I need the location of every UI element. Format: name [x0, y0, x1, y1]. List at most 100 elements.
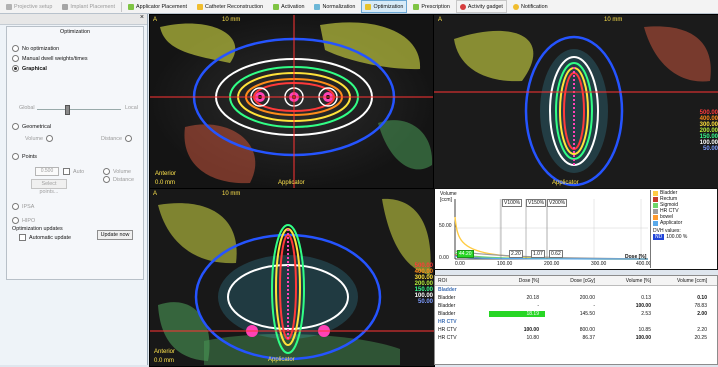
- update-now-button[interactable]: Update now: [97, 230, 133, 240]
- radio-icon[interactable]: [12, 203, 19, 210]
- global-local-slider[interactable]: [37, 109, 121, 110]
- toolbar-normalization-label: Normalization: [322, 3, 356, 10]
- toolbar-prescription[interactable]: Prescription: [409, 0, 453, 13]
- toolbar-implant-placement-label: Implant Placement: [70, 3, 116, 10]
- gadget-icon: [459, 3, 466, 10]
- radio-icon[interactable]: [12, 45, 19, 52]
- applicator-label: Applicator: [552, 180, 579, 186]
- legend-rectum-label: Rectum: [660, 196, 678, 202]
- isodose-150: 150.00: [699, 134, 718, 140]
- toolbar-prescription-label: Prescription: [421, 3, 450, 10]
- ct-sagittal-top-right: [434, 15, 718, 189]
- isodose-500: 500.00: [699, 110, 718, 116]
- dvh-x-tick-400: 400.00: [636, 261, 652, 267]
- no-optimization-option[interactable]: No optimization: [12, 45, 59, 52]
- volume-percent-cell: 2.53: [641, 311, 651, 317]
- table-row[interactable]: Bladder 20.18 200.00 0.13 0.10: [435, 294, 717, 302]
- toolbar-applicator-placement[interactable]: Applicator Placement: [124, 0, 191, 13]
- hipo-option[interactable]: HIPO: [12, 217, 35, 224]
- toolbar-notification[interactable]: Notification: [509, 0, 552, 13]
- anterior-label: Anterior: [155, 171, 177, 177]
- isodose-100: 100.00: [414, 293, 433, 299]
- applicator-label: Applicator: [278, 180, 305, 186]
- toolbar-optimization-label: Optimization: [373, 3, 404, 10]
- volume2-option[interactable]: Volume: [103, 168, 131, 175]
- distance2-option[interactable]: Distance: [103, 176, 134, 183]
- toolbar-normalization[interactable]: Normalization: [310, 0, 359, 13]
- radio-icon[interactable]: [12, 153, 19, 160]
- checkbox-icon[interactable]: [63, 168, 70, 175]
- applicator-icon: [128, 3, 135, 10]
- column-dose-cgy[interactable]: Dose [cGy]: [570, 277, 595, 284]
- column-roi[interactable]: ROI: [438, 277, 447, 284]
- points-label: Points: [22, 153, 37, 160]
- view-bottom-left[interactable]: A 10 mm Anterior 0.0 mm Applicator 500.0…: [149, 188, 435, 367]
- volume-ccm-cell: 0.10: [697, 295, 707, 301]
- table-row[interactable]: Bladder 18.19 145.50 2.53 2.00: [435, 310, 717, 318]
- legend-bladder-label: Bladder: [660, 190, 678, 196]
- dvh-marker-v100: V100%: [502, 199, 523, 207]
- toolbar-activation[interactable]: Activation: [269, 0, 308, 13]
- distance-option[interactable]: Distance: [101, 135, 132, 142]
- view-top-left[interactable]: A 10 mm Anterior 0.0 mm Applicator: [149, 14, 435, 190]
- toolbar-optimization[interactable]: Optimization: [361, 0, 408, 13]
- dose-field[interactable]: 0.500: [35, 167, 59, 176]
- dvh-y-tick-0: 0.00: [439, 255, 449, 261]
- table-row[interactable]: HR CTV 10.80 86.37 100.00 20.25: [435, 334, 717, 342]
- manual-dwell-option[interactable]: Manual dwell weights/times: [12, 55, 88, 62]
- ipsa-option[interactable]: IPSA: [12, 203, 34, 210]
- table-row[interactable]: HR CTV: [435, 318, 717, 326]
- column-volume-percent[interactable]: Volume [%]: [625, 277, 651, 284]
- radio-icon[interactable]: [12, 55, 19, 62]
- dvh-x-tick-200: 200.00: [544, 261, 560, 267]
- nd-row: ND 100.00 %: [651, 234, 717, 240]
- toolbar-catheter-reconstruction[interactable]: Catheter Reconstruction: [193, 0, 267, 13]
- checkbox-icon[interactable]: [19, 234, 26, 241]
- graphical-option[interactable]: Graphical: [12, 65, 47, 72]
- table-row[interactable]: HR CTV 100.00 800.00 10.85 2.20: [435, 326, 717, 334]
- dvh-legend: Bladder Rectum Sigmoid HR CTV bowel Appl…: [650, 190, 717, 268]
- distance-label: 0.0 mm: [155, 180, 176, 186]
- radio-icon[interactable]: [103, 176, 110, 183]
- roi-cell: Bladder: [438, 287, 457, 293]
- automatic-update-option[interactable]: Automatic update: [19, 234, 71, 241]
- table-row[interactable]: Bladder: [435, 286, 717, 294]
- radio-icon[interactable]: [12, 123, 19, 130]
- isodose-200: 200.00: [699, 128, 718, 134]
- isodose-200: 200.00: [414, 281, 433, 287]
- radio-icon[interactable]: [124, 135, 132, 142]
- select-points-button[interactable]: Select points...: [31, 179, 67, 195]
- slider-thumb[interactable]: [65, 105, 70, 115]
- toolbar-implant-placement[interactable]: Implant Placement: [58, 0, 119, 13]
- roi-cell: HR CTV: [438, 327, 457, 333]
- dvh-chip-2: 2.20: [509, 250, 523, 258]
- volume-option[interactable]: Volume: [25, 135, 53, 142]
- column-dose-percent[interactable]: Dose [%]: [518, 277, 539, 284]
- column-volume-ccm[interactable]: Volume [ccm]: [676, 277, 707, 284]
- radio-icon[interactable]: [12, 217, 19, 224]
- toolbar-catheter-reconstruction-label: Catheter Reconstruction: [204, 3, 264, 10]
- isodose-500: 500.00: [414, 263, 433, 269]
- table-row[interactable]: Bladder - - 100.00 78.83: [435, 302, 717, 310]
- radio-icon[interactable]: [103, 168, 110, 175]
- radio-icon[interactable]: [45, 135, 53, 142]
- toolbar-projective-setup[interactable]: Projective setup: [2, 0, 56, 13]
- close-icon[interactable]: ×: [139, 14, 144, 21]
- dose-cgy-cell: 86.37: [582, 335, 595, 341]
- toolbar-notification-label: Notification: [520, 3, 548, 10]
- manual-dwell-label: Manual dwell weights/times: [22, 55, 88, 62]
- legend-rectum: Rectum: [651, 196, 717, 202]
- points-option[interactable]: Points: [12, 153, 37, 160]
- toolbar-projective-setup-label: Projective setup: [14, 3, 53, 10]
- prescription-icon: [413, 3, 420, 10]
- toolbar-activation-label: Activation: [281, 3, 305, 10]
- dose-table: ROI Dose [%] Dose [cGy] Volume [%] Volum…: [434, 275, 718, 365]
- radio-icon[interactable]: [12, 65, 19, 72]
- view-top-right[interactable]: A 10 mm Applicator 500.00 400.00 300.00 …: [433, 14, 718, 190]
- dose-cgy-cell: 145.50: [579, 311, 595, 317]
- auto-option[interactable]: Auto: [63, 168, 84, 175]
- toolbar-activity-gadget[interactable]: Activity gadget: [455, 0, 507, 13]
- view-label: A: [153, 191, 158, 197]
- dvh-marker-v150: V150%: [526, 199, 547, 207]
- geometrical-option[interactable]: Geometrical: [12, 123, 51, 130]
